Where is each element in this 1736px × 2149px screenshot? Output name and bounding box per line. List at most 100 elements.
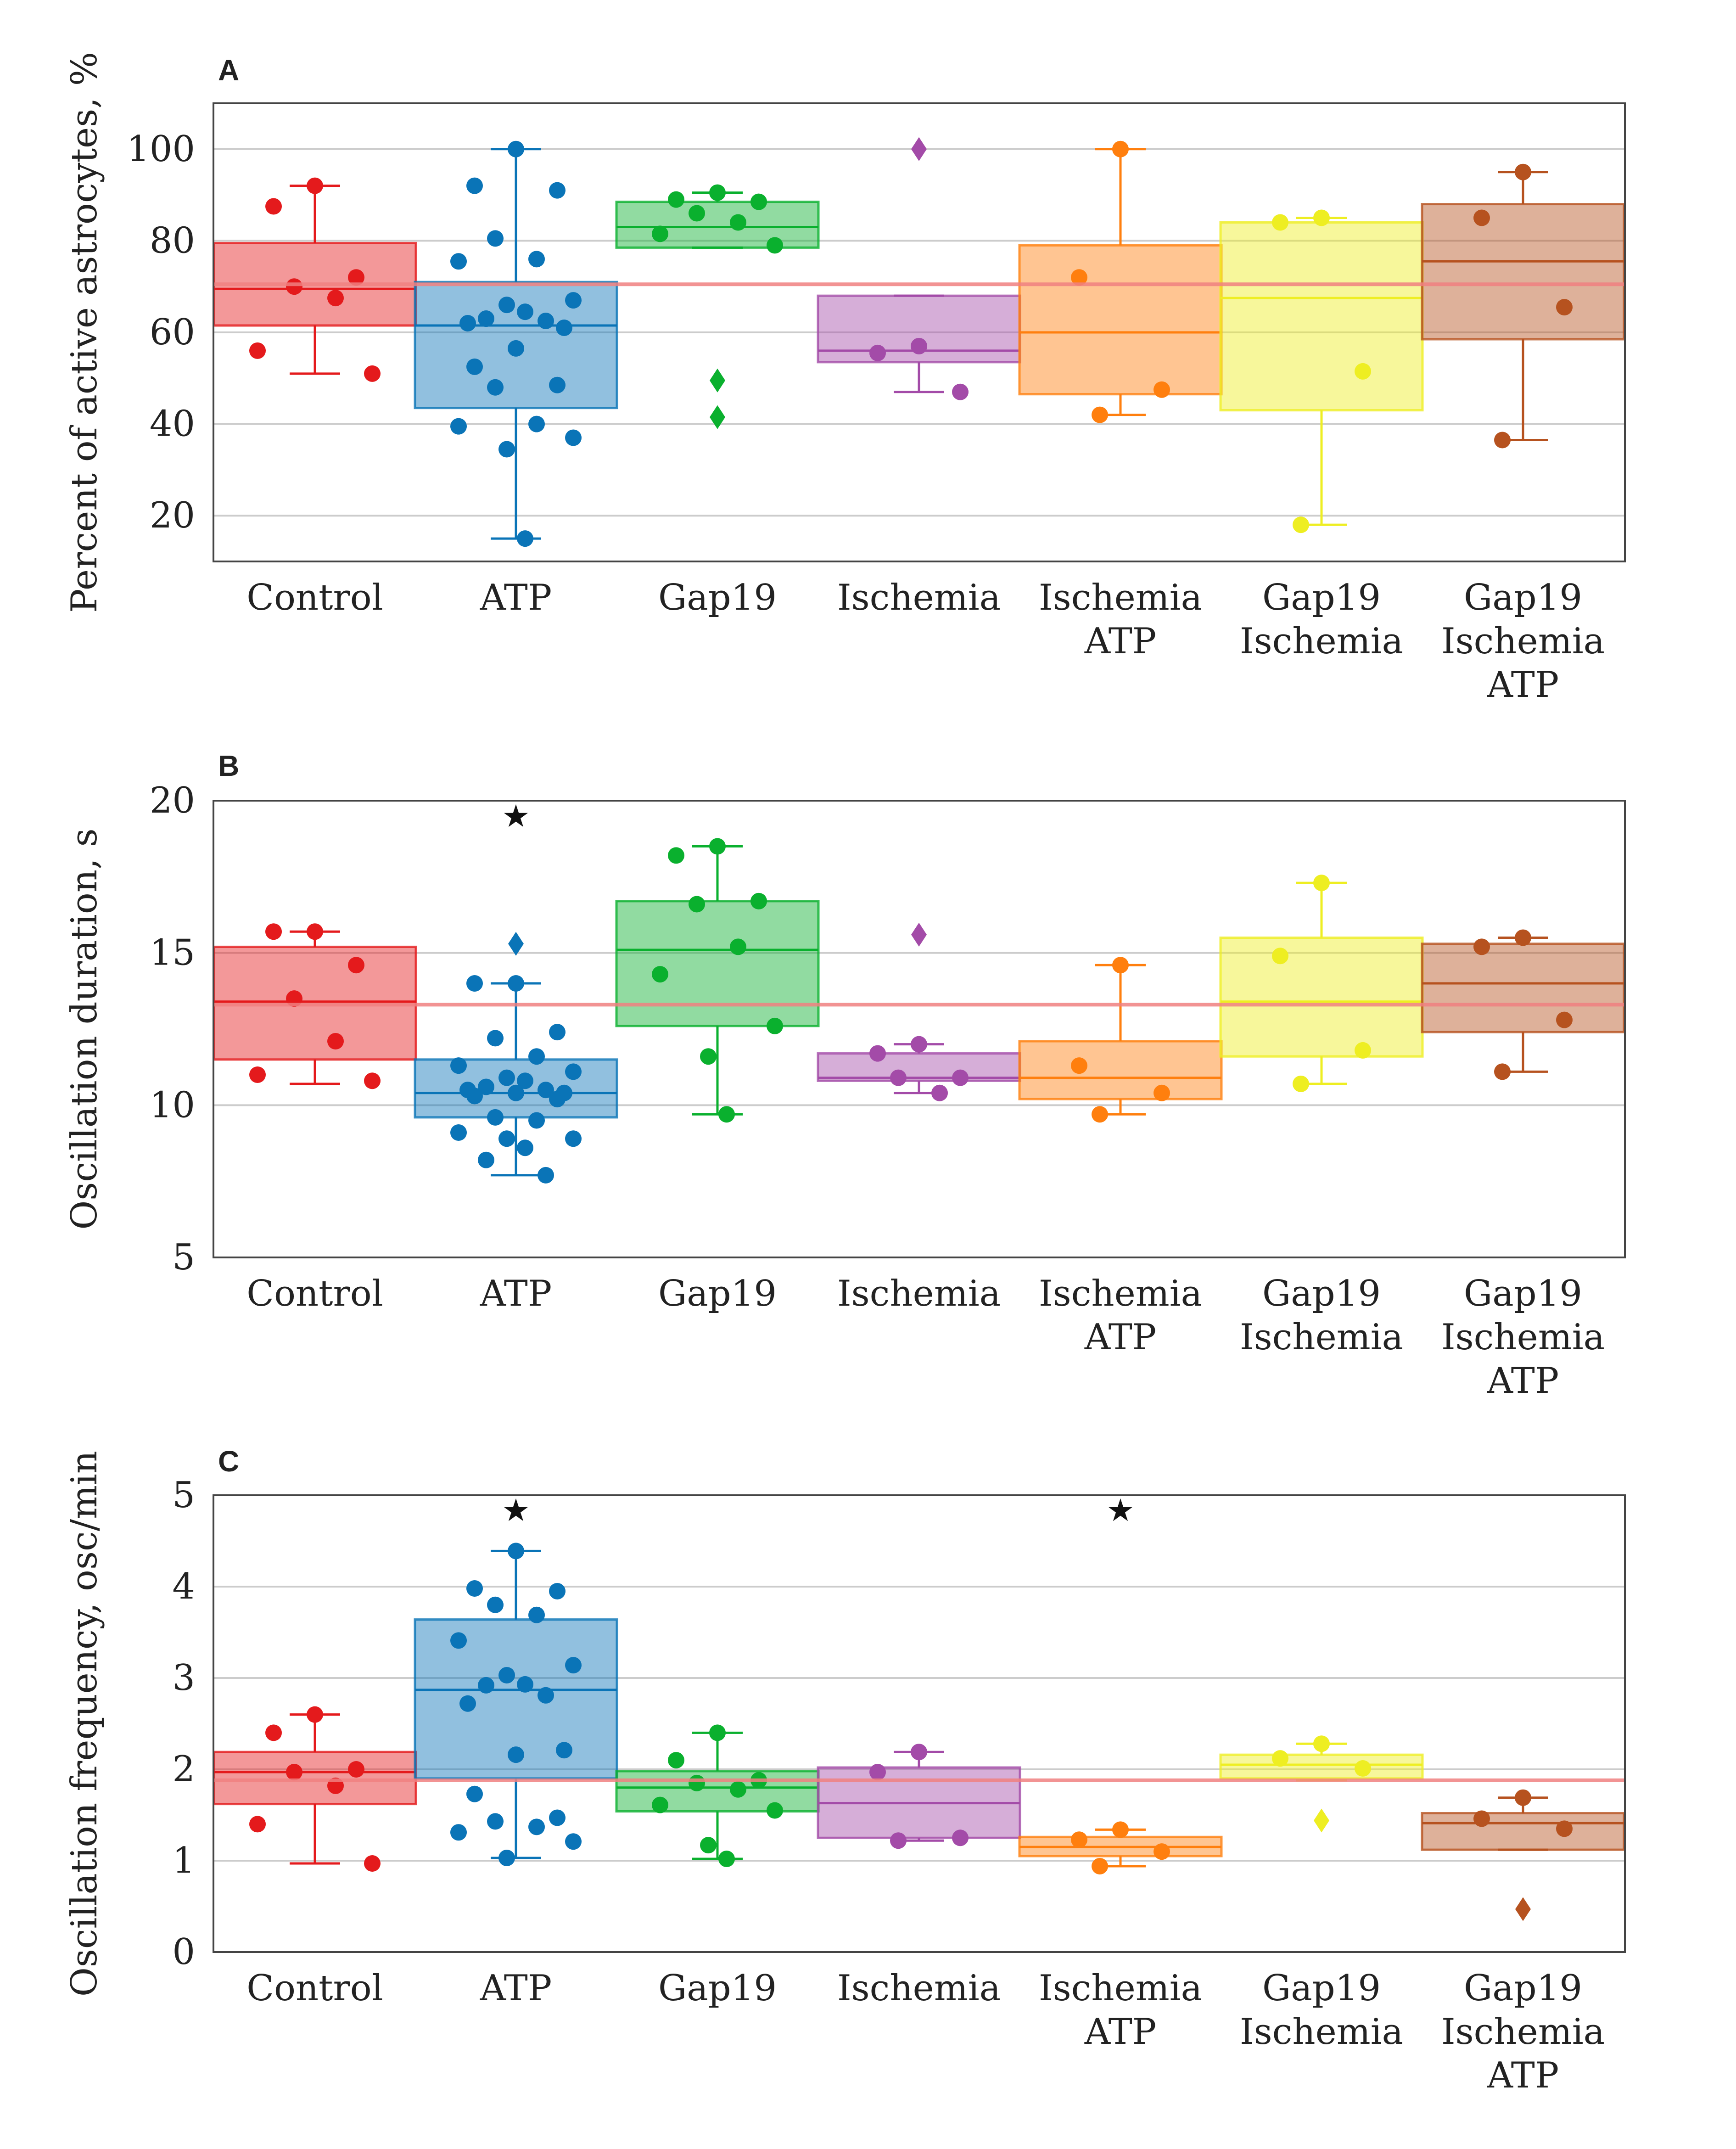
data-point [348,957,364,974]
data-point [1515,929,1531,946]
box [1219,1753,1424,1780]
panel-b-ylabel: Oscillation duration, s [64,828,105,1229]
data-point [517,1139,533,1156]
box [1421,1812,1625,1851]
panel-c: C 0 1 2 3 4 5 Oscillation frequency, osc/min Con… [64,1445,1626,2096]
box [213,1751,417,1806]
data-point [1272,1750,1288,1767]
data-point [364,1855,381,1872]
outlier-marker [508,931,524,956]
data-point [508,140,524,157]
data-point [538,1687,554,1704]
data-point [1515,163,1531,180]
data-point [709,1724,726,1741]
panel-b-group-1 [414,931,618,1184]
data-point [549,1024,566,1041]
panel-c-ytick-label: 3 [172,1657,195,1699]
panel-c-xtick-label: ATP [1487,2055,1559,2096]
data-point [709,184,726,201]
panel-a-xtick-label: ATP [1084,621,1157,662]
data-point [498,297,515,314]
data-point [1473,938,1490,955]
data-point [538,313,554,330]
data-point [450,1824,467,1841]
data-point [487,1596,504,1613]
data-point [459,315,476,332]
data-point [1473,209,1490,226]
box [1219,221,1424,412]
data-point [466,1580,483,1597]
data-point [556,320,572,337]
data-point [1112,140,1129,157]
data-point [1556,299,1573,316]
data-point [517,1072,533,1089]
data-point [549,1809,566,1826]
outlier-marker [710,405,725,429]
panel-c-xtick-label: Gap19 [658,1968,777,2009]
panel-c-xtick-label: Control [246,1968,383,2009]
data-point [487,1813,504,1830]
data-point [487,1030,504,1047]
panel-c-ytick-label: 4 [172,1566,195,1607]
data-point [1313,875,1330,892]
data-point [1092,406,1108,423]
data-point [1272,948,1288,965]
panel-b-group-6 [1421,929,1625,1080]
box [615,900,820,1027]
data-point [565,292,582,309]
panel-b-group-5 [1219,875,1424,1092]
panel-c-group-4 [1018,1821,1223,1874]
data-point [478,1078,494,1095]
panel-b-xtick-label: ATP [1487,1360,1559,1402]
data-point [450,1124,467,1141]
panel-b-letter: B [218,749,239,782]
data-point [528,1048,545,1065]
data-point [1494,1063,1511,1080]
data-point [1071,1057,1087,1074]
panel-a-ytick-label: 20 [150,495,195,536]
data-point [517,1676,533,1693]
data-point [1556,1011,1573,1028]
data-point [487,379,504,396]
panel-a-xtick-label: Ischemia [1441,621,1605,662]
panel-b-xtick-label: ATP [1084,1317,1157,1358]
panel-b-xtick-label: Gap19 [658,1273,777,1314]
data-point [869,1045,886,1062]
data-point [528,415,545,432]
data-point [450,253,467,270]
data-point [767,1802,783,1819]
data-point [1293,516,1309,533]
panel-a: A 20 40 60 80 100 Percent of active astrocytes… [64,52,1626,706]
panel-a-xtick-label: Ischemia [1240,621,1403,662]
panel-c-group-6 [1421,1789,1625,1921]
data-point [528,1112,545,1129]
data-point [364,1072,381,1089]
data-point [952,1069,969,1086]
data-point [1473,1810,1490,1827]
panel-c-xtick-label: ATP [1084,2011,1157,2053]
box [615,201,820,249]
data-point [911,337,927,354]
data-point [498,1069,515,1086]
data-point [565,1833,582,1850]
box [1018,244,1223,396]
panel-a-frame [213,102,1626,562]
data-point [952,383,969,400]
panel-c-frame [213,1494,1626,1953]
data-point [700,1837,717,1854]
significance-star: ★ [502,1493,530,1529]
panel-a-group-3 [817,137,1021,400]
data-point [450,418,467,435]
panel-a-ytick-label: 100 [127,129,195,170]
data-point [498,1850,515,1867]
data-point [249,342,266,359]
data-point [459,1695,476,1712]
data-point [450,1632,467,1649]
panel-b-xtick-label: Control [246,1273,383,1314]
data-point [565,1657,582,1674]
panel-b: B 5 10 15 20 Oscillation duration, s Control AT… [64,749,1626,1402]
panel-c-group-0 [213,1706,417,1872]
data-point [508,1084,524,1101]
panel-a-group-0 [213,177,417,382]
data-point [911,1744,927,1761]
